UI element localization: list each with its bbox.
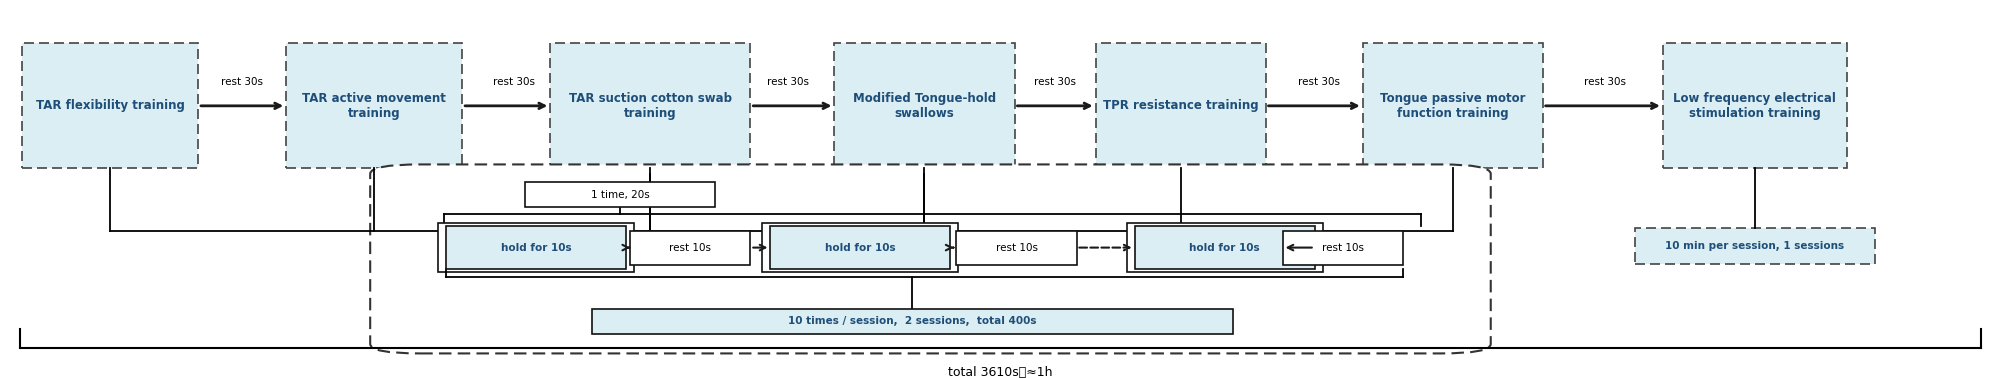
Bar bbox=[1283, 231, 1403, 265]
Text: rest 30s: rest 30s bbox=[222, 77, 262, 87]
Bar bbox=[592, 309, 1233, 334]
Bar bbox=[1363, 43, 1543, 168]
Bar bbox=[770, 226, 950, 269]
Bar bbox=[1127, 223, 1323, 272]
Text: hold for 10s: hold for 10s bbox=[500, 243, 572, 253]
Bar bbox=[1097, 43, 1267, 168]
Text: 1 time, 20s: 1 time, 20s bbox=[590, 190, 650, 200]
Text: rest 30s: rest 30s bbox=[1299, 77, 1339, 87]
FancyBboxPatch shape bbox=[370, 164, 1491, 353]
Text: TPR resistance training: TPR resistance training bbox=[1103, 99, 1259, 112]
Text: hold for 10s: hold for 10s bbox=[1189, 243, 1261, 253]
Bar bbox=[446, 226, 626, 269]
Text: rest 30s: rest 30s bbox=[1035, 77, 1075, 87]
Bar bbox=[286, 43, 462, 168]
Bar bbox=[1635, 228, 1875, 264]
Bar bbox=[524, 182, 716, 207]
Bar bbox=[22, 43, 198, 168]
Bar bbox=[550, 43, 750, 168]
Text: TAR suction cotton swab
training: TAR suction cotton swab training bbox=[568, 92, 732, 120]
Text: hold for 10s: hold for 10s bbox=[824, 243, 896, 253]
Text: rest 10s: rest 10s bbox=[670, 243, 710, 253]
Bar bbox=[438, 223, 634, 272]
Text: Tongue passive motor
function training: Tongue passive motor function training bbox=[1381, 92, 1525, 120]
Bar bbox=[1663, 43, 1847, 168]
Text: 10 min per session, 1 sessions: 10 min per session, 1 sessions bbox=[1665, 241, 1845, 251]
Text: rest 30s: rest 30s bbox=[1585, 77, 1625, 87]
Text: rest 30s: rest 30s bbox=[768, 77, 808, 87]
Bar bbox=[956, 231, 1077, 265]
Bar bbox=[1135, 226, 1315, 269]
Text: TAR flexibility training: TAR flexibility training bbox=[36, 99, 184, 112]
Text: 10 times / session,  2 sessions,  total 400s: 10 times / session, 2 sessions, total 40… bbox=[788, 316, 1037, 326]
Bar bbox=[762, 223, 958, 272]
Bar bbox=[834, 43, 1015, 168]
Text: TAR active movement
training: TAR active movement training bbox=[302, 92, 446, 120]
Text: rest 10s: rest 10s bbox=[996, 243, 1037, 253]
Text: Modified Tongue-hold
swallows: Modified Tongue-hold swallows bbox=[852, 92, 996, 120]
Text: total 3610s，≈1h: total 3610s，≈1h bbox=[948, 366, 1053, 378]
Text: rest 30s: rest 30s bbox=[494, 77, 534, 87]
Text: Low frequency electrical
stimulation training: Low frequency electrical stimulation tra… bbox=[1673, 92, 1837, 120]
Text: rest 10s: rest 10s bbox=[1323, 243, 1363, 253]
Bar bbox=[630, 231, 750, 265]
